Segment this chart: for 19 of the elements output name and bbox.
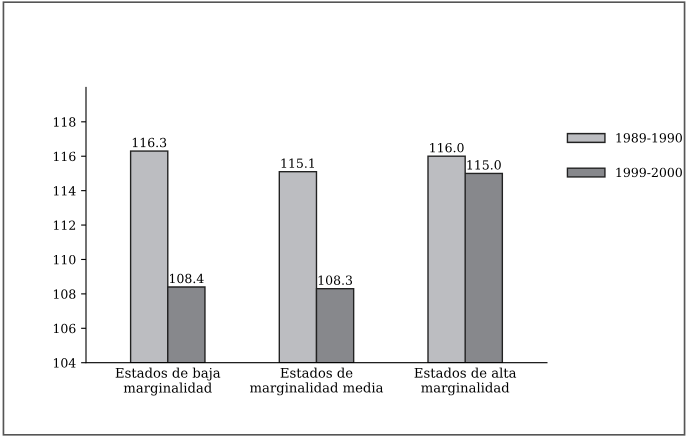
data-label: 115.1 xyxy=(282,158,314,168)
x-tick-label: Estados de baja marginalidad xyxy=(116,368,220,396)
x-tick-label: Estados de alta marginalidad xyxy=(414,368,516,396)
x-tick-label: Estados de marginalidad media xyxy=(250,368,384,396)
data-label: 116.0 xyxy=(430,142,464,152)
legend-label: 1989-1990 xyxy=(616,133,682,143)
y-tick-label: 110 xyxy=(54,254,76,264)
y-tick-label: 116 xyxy=(54,152,76,162)
y-tick-label: 118 xyxy=(54,117,76,127)
data-label: 108.4 xyxy=(170,274,204,284)
y-tick-label: 112 xyxy=(54,220,76,230)
data-label: 115.0 xyxy=(467,160,501,170)
legend-label: 1999-2000 xyxy=(616,168,682,178)
y-tick-label: 108 xyxy=(54,289,76,299)
data-label: 108.3 xyxy=(318,275,352,285)
y-tick-label: 104 xyxy=(54,358,76,368)
y-tick-label: 114 xyxy=(54,186,76,196)
y-tick-label: 106 xyxy=(54,324,76,334)
data-label: 116.3 xyxy=(132,138,166,148)
